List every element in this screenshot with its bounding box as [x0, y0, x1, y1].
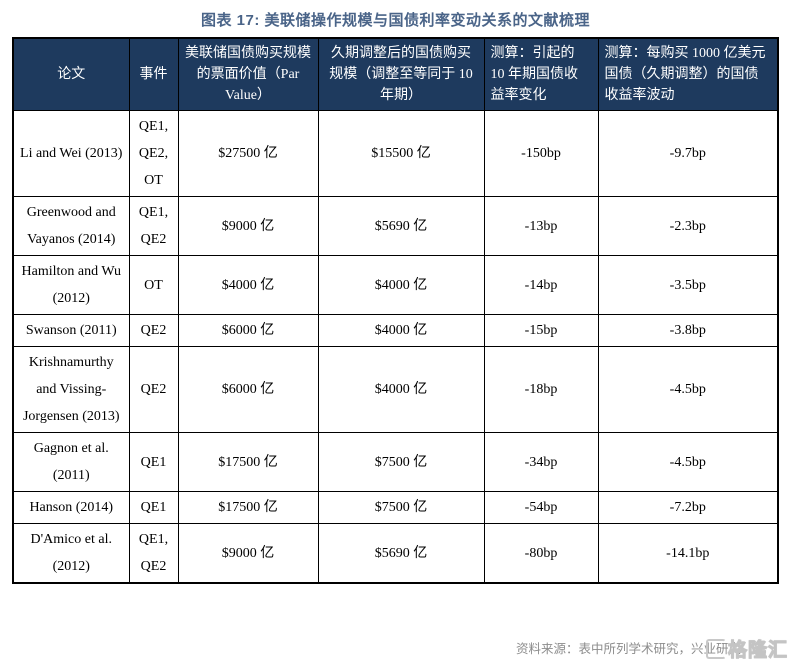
cell-event: QE2 — [128, 346, 179, 433]
cell-par-value: $4000 亿 — [177, 255, 319, 315]
header-yield-change-per-100b: 测算：每购买 1000 亿美元国债（久期调整）的国债收益率波动 — [597, 37, 779, 111]
table-row: Hamilton and Wu (2012) OT $4000 亿 $4000 亿 -1… — [12, 255, 779, 315]
cell-event: QE1, QE2, OT — [128, 110, 179, 197]
cell-par-value: $6000 亿 — [177, 314, 319, 347]
gelonghui-watermark: 格隆汇 — [705, 635, 788, 662]
cell-yield-change-per-100b: -3.8bp — [597, 314, 779, 347]
cell-event: QE1, QE2 — [128, 196, 179, 256]
header-paper: 论文 — [12, 37, 130, 111]
cell-event: QE1, QE2 — [128, 523, 179, 584]
cell-event: QE2 — [128, 314, 179, 347]
cell-event: QE1 — [128, 491, 179, 524]
cell-duration-adjusted: $7500 亿 — [317, 491, 485, 524]
cell-yield-change-per-100b: -3.5bp — [597, 255, 779, 315]
table-row: D'Amico et al. (2012) QE1, QE2 $9000 亿 $569… — [12, 523, 779, 584]
cell-par-value: $9000 亿 — [177, 196, 319, 256]
cell-yield-change-per-100b: -2.3bp — [597, 196, 779, 256]
cell-yield-change: -34bp — [483, 432, 599, 492]
cell-paper: Li and Wei (2013) — [12, 110, 130, 197]
cell-yield-change: -54bp — [483, 491, 599, 524]
watermark-brand-text: 格隆汇 — [727, 640, 788, 662]
table-row: Li and Wei (2013) QE1, QE2, OT $27500 亿 $15… — [12, 110, 779, 197]
cell-paper: Swanson (2011) — [12, 314, 130, 347]
cell-yield-change-per-100b: -7.2bp — [597, 491, 779, 524]
cell-paper: D'Amico et al. (2012) — [12, 523, 130, 584]
table-body: Li and Wei (2013) QE1, QE2, OT $27500 亿 $15… — [12, 110, 779, 584]
table-header-row: 论文 事件 美联储国债购买规模的票面价值（Par Value） 久期调整后的国债… — [12, 37, 779, 111]
cell-yield-change-per-100b: -4.5bp — [597, 432, 779, 492]
table-row: Krishnamurthy and Vissing-Jorgensen (201… — [12, 346, 779, 433]
source-note: 资料来源：表中所列学术研究，兴业研究 — [515, 642, 741, 656]
table-row: Greenwood and Vayanos (2014) QE1, QE2 $900… — [12, 196, 779, 256]
cell-duration-adjusted: $5690 亿 — [317, 523, 485, 584]
cell-yield-change: -14bp — [483, 255, 599, 315]
cell-duration-adjusted: $5690 亿 — [317, 196, 485, 256]
cell-yield-change-per-100b: -9.7bp — [597, 110, 779, 197]
cell-yield-change: -13bp — [483, 196, 599, 256]
header-par-value: 美联储国债购买规模的票面价值（Par Value） — [177, 37, 319, 111]
table-row: Hanson (2014) QE1 $17500 亿 $7500 亿 -54bp -7.2… — [12, 491, 779, 524]
header-duration-adjusted: 久期调整后的国债购买规模（调整至等同于 10 年期） — [317, 37, 485, 111]
cell-yield-change: -80bp — [483, 523, 599, 584]
header-event: 事件 — [128, 37, 179, 111]
cell-event: QE1 — [128, 432, 179, 492]
cell-paper: Greenwood and Vayanos (2014) — [12, 196, 130, 256]
cell-yield-change: -15bp — [483, 314, 599, 347]
cell-event: OT — [128, 255, 179, 315]
header-yield-change: 测算：引起的 10 年期国债收益率变化 — [483, 37, 599, 111]
cell-yield-change-per-100b: -14.1bp — [597, 523, 779, 584]
cell-par-value: $17500 亿 — [177, 491, 319, 524]
cell-duration-adjusted: $4000 亿 — [317, 314, 485, 347]
cell-par-value: $9000 亿 — [177, 523, 319, 584]
figure-title: 图表 17: 美联储操作规模与国债利率变动关系的文献梳理 — [200, 12, 591, 29]
cell-duration-adjusted: $7500 亿 — [317, 432, 485, 492]
literature-table: 论文 事件 美联储国债购买规模的票面价值（Par Value） 久期调整后的国债… — [12, 37, 779, 584]
cell-par-value: $27500 亿 — [177, 110, 319, 197]
cell-par-value: $17500 亿 — [177, 432, 319, 492]
gelonghui-logo-icon — [705, 638, 726, 659]
table-row: Swanson (2011) QE2 $6000 亿 $4000 亿 -15bp -3.8… — [12, 314, 779, 347]
cell-duration-adjusted: $15500 亿 — [317, 110, 485, 197]
cell-duration-adjusted: $4000 亿 — [317, 255, 485, 315]
cell-duration-adjusted: $4000 亿 — [317, 346, 485, 433]
cell-par-value: $6000 亿 — [177, 346, 319, 433]
cell-yield-change: -18bp — [483, 346, 599, 433]
cell-paper: Gagnon et al. (2011) — [12, 432, 130, 492]
table-row: Gagnon et al. (2011) QE1 $17500 亿 $7500 亿 -3… — [12, 432, 779, 492]
cell-yield-change-per-100b: -4.5bp — [597, 346, 779, 433]
cell-paper: Krishnamurthy and Vissing-Jorgensen (201… — [12, 346, 130, 433]
cell-paper: Hamilton and Wu (2012) — [12, 255, 130, 315]
cell-yield-change: -150bp — [483, 110, 599, 197]
cell-paper: Hanson (2014) — [12, 491, 130, 524]
